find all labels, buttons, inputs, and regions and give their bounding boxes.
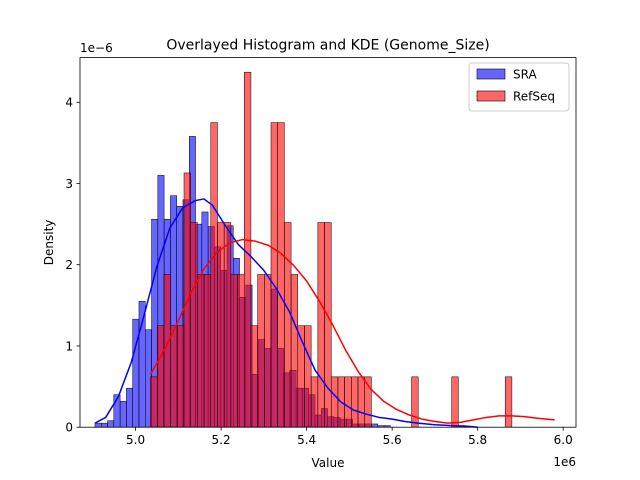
- sra-bar: [107, 420, 115, 428]
- refseq-bar: [150, 376, 158, 428]
- refseq-bar: [163, 274, 171, 428]
- y-offset-text: 1e−6: [80, 41, 113, 55]
- x-axis-ticks: 5.0 5.2 5.4 5.6 5.8 6.0: [126, 427, 573, 447]
- y-tick-label: 2: [65, 258, 73, 272]
- refseq-bar: [304, 325, 312, 428]
- x-tick-label: 5.4: [297, 433, 316, 447]
- x-axis-label: Value: [312, 456, 345, 470]
- refseq-bar: [277, 122, 285, 428]
- x-tick-label: 5.6: [383, 433, 402, 447]
- legend-swatch-refseq: [476, 90, 506, 102]
- sra-bar: [119, 400, 127, 428]
- legend-label-refseq: RefSeq: [513, 90, 555, 104]
- refseq-bar: [351, 376, 359, 428]
- refseq-bar: [217, 222, 225, 428]
- refseq-bar: [237, 274, 245, 428]
- refseq-bar: [270, 122, 278, 428]
- y-tick-label: 1: [65, 339, 73, 353]
- sra-bar: [101, 422, 108, 428]
- y-tick-label: 0: [65, 421, 73, 435]
- refseq-bar: [210, 122, 218, 428]
- x-offset-text: 1e6: [553, 455, 576, 469]
- sra-bar: [371, 423, 379, 428]
- y-tick-label: 3: [65, 177, 73, 191]
- x-tick-label: 6.0: [554, 433, 573, 447]
- refseq-bar: [330, 376, 339, 428]
- sra-kde-line: [94, 198, 478, 428]
- refseq-kde-line: [149, 238, 555, 424]
- plot-frame: [79, 57, 577, 428]
- x-tick-label: 5.2: [212, 433, 231, 447]
- refseq-bar: [190, 222, 198, 428]
- refseq-bar: [257, 274, 265, 428]
- refseq-bar: [324, 222, 332, 428]
- refseq-bar: [344, 376, 352, 428]
- chart-title: Overlayed Histogram and KDE (Genome_Size…: [166, 38, 489, 54]
- y-axis-label: Density: [42, 220, 56, 266]
- refseq-bar: [250, 325, 258, 428]
- refseq-bar: [451, 376, 459, 428]
- refseq-bar: [357, 376, 365, 428]
- refseq-bar: [310, 376, 319, 428]
- legend: SRA RefSeq: [468, 62, 570, 112]
- refseq-bar: [230, 274, 238, 428]
- refseq-bar: [243, 71, 252, 428]
- refseq-bar: [197, 274, 205, 428]
- refseq-bar: [504, 376, 513, 428]
- legend-swatch-sra: [476, 68, 506, 80]
- refseq-bar: [223, 222, 232, 428]
- y-axis-ticks: 0 1 2 3 4: [65, 96, 80, 435]
- refseq-bar: [284, 222, 292, 428]
- sra-bar: [94, 422, 102, 428]
- refseq-bar: [203, 274, 212, 428]
- refseq-bar: [170, 325, 178, 428]
- refseq-bar: [264, 274, 272, 428]
- x-tick-label: 5.0: [126, 433, 145, 447]
- kde-curves: [94, 198, 555, 428]
- refseq-bar: [156, 325, 165, 428]
- x-tick-label: 5.8: [468, 433, 487, 447]
- refseq-bar: [177, 325, 185, 428]
- refseq-bar: [290, 274, 299, 428]
- refseq-bar: [411, 376, 419, 428]
- legend-label-sra: SRA: [513, 68, 537, 82]
- sra-bar: [126, 387, 133, 428]
- refseq-bar: [317, 222, 325, 428]
- y-tick-label: 4: [65, 96, 73, 110]
